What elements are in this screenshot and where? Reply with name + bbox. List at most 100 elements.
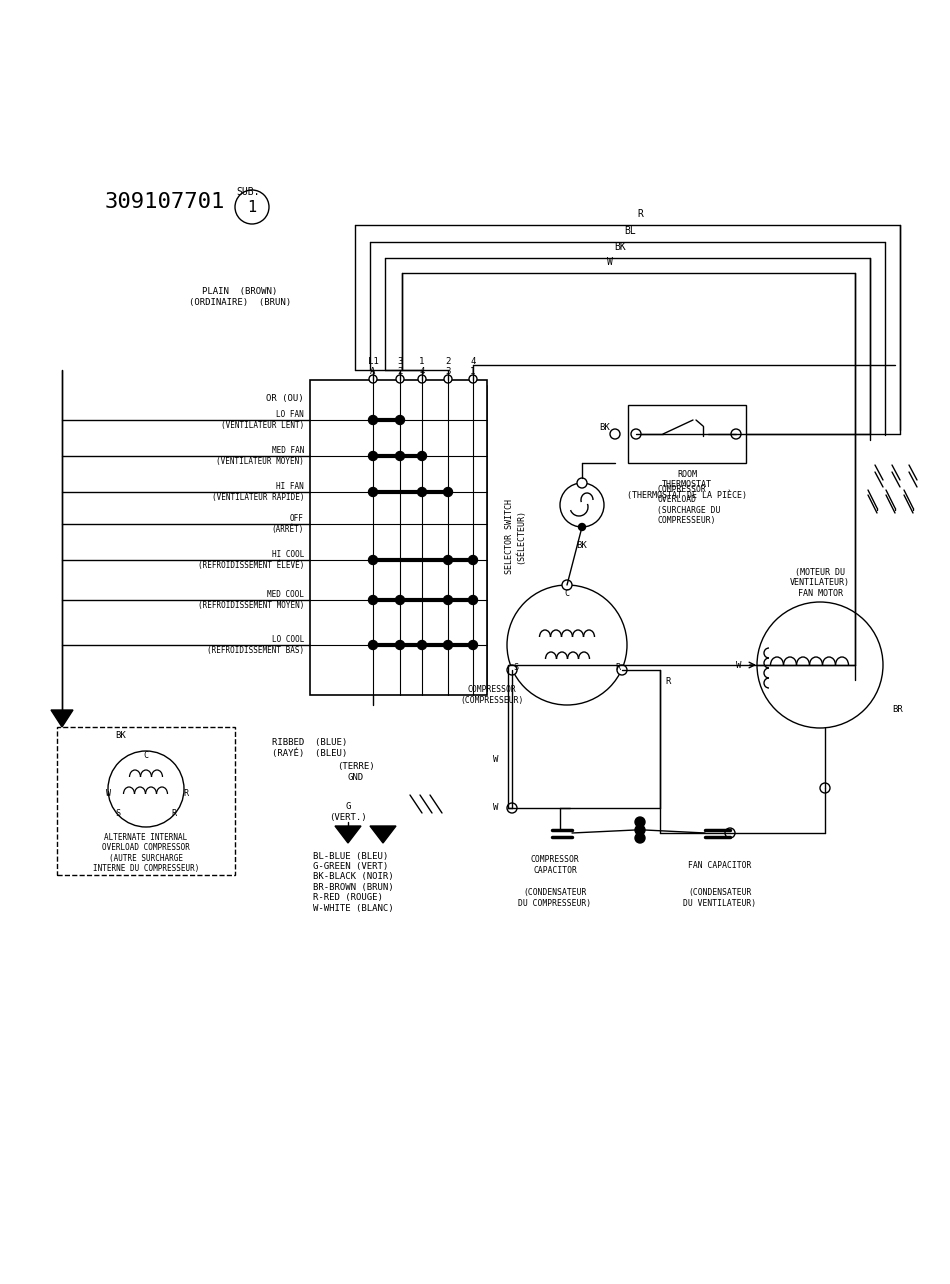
Text: A: A xyxy=(370,367,375,376)
Text: BK: BK xyxy=(116,731,126,740)
Text: COMPRESSOR
CAPACITOR: COMPRESSOR CAPACITOR xyxy=(531,855,580,874)
Text: BK: BK xyxy=(614,241,626,252)
Circle shape xyxy=(579,479,585,487)
Circle shape xyxy=(369,596,377,605)
Text: W: W xyxy=(105,790,110,799)
Circle shape xyxy=(444,556,452,565)
Circle shape xyxy=(369,375,377,383)
Text: (CONDENSATEUR
DU COMPRESSEUR): (CONDENSATEUR DU COMPRESSEUR) xyxy=(519,889,592,908)
Circle shape xyxy=(507,802,517,813)
Text: 1: 1 xyxy=(247,199,256,214)
Circle shape xyxy=(417,452,427,461)
Circle shape xyxy=(468,556,478,565)
Circle shape xyxy=(395,641,405,650)
Polygon shape xyxy=(335,826,361,844)
Circle shape xyxy=(635,833,645,844)
Circle shape xyxy=(444,596,452,605)
Circle shape xyxy=(731,429,741,439)
Circle shape xyxy=(369,556,377,565)
Text: W: W xyxy=(493,755,499,764)
Text: MED FAN
(VENTILATEUR MOYEN): MED FAN (VENTILATEUR MOYEN) xyxy=(217,447,304,466)
Text: C: C xyxy=(564,589,569,598)
Circle shape xyxy=(468,596,478,605)
Circle shape xyxy=(725,828,735,838)
Circle shape xyxy=(469,375,477,383)
Circle shape xyxy=(635,826,645,835)
Circle shape xyxy=(577,478,587,488)
Text: BK: BK xyxy=(599,422,610,431)
Circle shape xyxy=(562,580,572,591)
Text: FAN CAPACITOR: FAN CAPACITOR xyxy=(689,860,751,869)
Text: LO FAN
(VENTILATEUR LENT): LO FAN (VENTILATEUR LENT) xyxy=(220,411,304,430)
Circle shape xyxy=(369,452,377,461)
Text: LO COOL
(REFROIDISSEMENT BAS): LO COOL (REFROIDISSEMENT BAS) xyxy=(207,636,304,655)
Text: 1: 1 xyxy=(470,367,476,376)
Circle shape xyxy=(468,641,478,650)
Circle shape xyxy=(820,783,830,794)
Text: BK: BK xyxy=(577,541,587,550)
Text: HI COOL
(REFROIDISSEMENT ÉLEVÉ): HI COOL (REFROIDISSEMENT ÉLEVÉ) xyxy=(198,550,304,570)
Text: W: W xyxy=(493,804,499,813)
Bar xyxy=(57,727,235,874)
Text: 4: 4 xyxy=(470,357,476,366)
Text: S: S xyxy=(116,809,121,818)
Circle shape xyxy=(395,416,405,425)
Circle shape xyxy=(444,641,452,650)
Text: BL: BL xyxy=(624,226,636,236)
Text: RIBBED  (BLUE)
(RAYÉ)  (BLEU): RIBBED (BLUE) (RAYÉ) (BLEU) xyxy=(273,738,348,758)
Text: BR: BR xyxy=(893,705,903,714)
Circle shape xyxy=(507,665,517,675)
Text: W: W xyxy=(736,660,742,669)
Circle shape xyxy=(579,524,585,530)
Circle shape xyxy=(395,596,405,605)
Text: HI FAN
(VENTILATEUR RAPIDE): HI FAN (VENTILATEUR RAPIDE) xyxy=(212,483,304,502)
Text: R: R xyxy=(637,209,643,220)
Text: R: R xyxy=(616,663,620,672)
Text: SUB.: SUB. xyxy=(237,187,259,196)
Circle shape xyxy=(617,665,627,675)
Text: 3: 3 xyxy=(397,357,403,366)
Text: (MOTEUR DU
VENTILATEUR)
FAN MOTOR: (MOTEUR DU VENTILATEUR) FAN MOTOR xyxy=(790,568,850,598)
Text: 3: 3 xyxy=(446,367,450,376)
Polygon shape xyxy=(370,826,396,844)
Bar xyxy=(628,404,746,464)
Text: COMPRESSOR
OVERLOAD
(SURCHARGE DU
COMPRESSEUR): COMPRESSOR OVERLOAD (SURCHARGE DU COMPRE… xyxy=(657,485,720,525)
Text: (TERRE)
GND: (TERRE) GND xyxy=(337,763,375,782)
Text: PLAIN  (BROWN)
(ORDINAIRE)  (BRUN): PLAIN (BROWN) (ORDINAIRE) (BRUN) xyxy=(189,288,291,307)
Circle shape xyxy=(369,416,377,425)
Circle shape xyxy=(635,817,645,827)
Circle shape xyxy=(610,429,620,439)
Text: COMPRESSOR
(COMPRESSEUR): COMPRESSOR (COMPRESSEUR) xyxy=(461,686,523,705)
Text: 309107701: 309107701 xyxy=(105,193,225,212)
Text: SELECTOR SWITCH
(SÉLECTEUR): SELECTOR SWITCH (SÉLECTEUR) xyxy=(505,499,525,574)
Circle shape xyxy=(369,488,377,497)
Polygon shape xyxy=(51,710,73,727)
Text: ROOM
THERMOSTAT
(THERMOSTAT DE LA PIÈCE): ROOM THERMOSTAT (THERMOSTAT DE LA PIÈCE) xyxy=(627,470,747,501)
Text: ALTERNATE INTERNAL
OVERLOAD COMPRESSOR
(AUTRE SURCHARGE
INTERNE DU COMPRESSEUR): ALTERNATE INTERNAL OVERLOAD COMPRESSOR (… xyxy=(93,833,200,873)
Text: OR (OU): OR (OU) xyxy=(266,393,304,402)
Circle shape xyxy=(631,429,641,439)
Text: 2: 2 xyxy=(446,357,450,366)
Text: L1: L1 xyxy=(368,357,378,366)
Circle shape xyxy=(418,375,426,383)
Circle shape xyxy=(395,452,405,461)
Text: R: R xyxy=(172,809,177,818)
Text: 1: 1 xyxy=(419,357,425,366)
Text: R: R xyxy=(183,790,188,799)
Text: BL-BLUE (BLEU)
G-GREEN (VERT)
BK-BLACK (NOIR)
BR-BROWN (BRUN)
R-RED (ROUGE)
W-WH: BL-BLUE (BLEU) G-GREEN (VERT) BK-BLACK (… xyxy=(313,851,393,913)
Text: OFF
(ARRÊT): OFF (ARRÊT) xyxy=(272,514,304,534)
Circle shape xyxy=(444,375,452,383)
Bar xyxy=(310,380,487,695)
Text: G
(VERT.): G (VERT.) xyxy=(330,802,367,822)
Text: MED COOL
(REFROIDISSEMENT MOYEN): MED COOL (REFROIDISSEMENT MOYEN) xyxy=(198,591,304,610)
Text: 2: 2 xyxy=(397,367,403,376)
Text: R: R xyxy=(665,678,671,687)
Circle shape xyxy=(444,488,452,497)
Text: 4: 4 xyxy=(419,367,425,376)
Circle shape xyxy=(417,641,427,650)
Text: W: W xyxy=(607,257,613,267)
Circle shape xyxy=(396,375,404,383)
Text: (CONDENSATEUR
DU VENTILATEUR): (CONDENSATEUR DU VENTILATEUR) xyxy=(683,889,756,908)
Circle shape xyxy=(417,488,427,497)
Text: S: S xyxy=(514,663,519,672)
